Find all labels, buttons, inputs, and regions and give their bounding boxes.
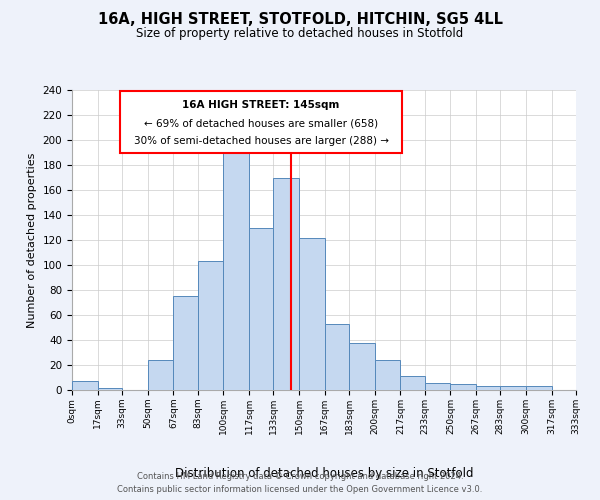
Bar bbox=[476, 386, 500, 390]
Bar bbox=[349, 342, 375, 390]
Bar bbox=[500, 386, 526, 390]
Text: 16A HIGH STREET: 145sqm: 16A HIGH STREET: 145sqm bbox=[182, 100, 340, 110]
Bar bbox=[98, 388, 122, 390]
Bar bbox=[249, 228, 273, 390]
Text: Contains HM Land Registry data © Crown copyright and database right 2024.
Contai: Contains HM Land Registry data © Crown c… bbox=[118, 472, 482, 494]
Bar bbox=[425, 382, 451, 390]
Bar bbox=[197, 261, 223, 390]
Bar bbox=[299, 238, 325, 390]
Text: 16A, HIGH STREET, STOTFOLD, HITCHIN, SG5 4LL: 16A, HIGH STREET, STOTFOLD, HITCHIN, SG5… bbox=[97, 12, 503, 28]
Text: 30% of semi-detached houses are larger (288) →: 30% of semi-detached houses are larger (… bbox=[133, 136, 389, 146]
Bar bbox=[148, 360, 173, 390]
FancyBboxPatch shape bbox=[120, 92, 402, 153]
Bar bbox=[72, 381, 98, 390]
Bar bbox=[173, 296, 197, 390]
Bar bbox=[375, 360, 400, 390]
Text: Distribution of detached houses by size in Stotfold: Distribution of detached houses by size … bbox=[175, 467, 473, 480]
Bar bbox=[273, 178, 299, 390]
Bar bbox=[400, 376, 425, 390]
Y-axis label: Number of detached properties: Number of detached properties bbox=[27, 152, 37, 328]
Bar bbox=[526, 386, 552, 390]
Text: Size of property relative to detached houses in Stotfold: Size of property relative to detached ho… bbox=[136, 28, 464, 40]
Bar bbox=[223, 146, 249, 390]
Text: ← 69% of detached houses are smaller (658): ← 69% of detached houses are smaller (65… bbox=[144, 118, 378, 128]
Bar bbox=[451, 384, 476, 390]
Bar bbox=[325, 324, 349, 390]
